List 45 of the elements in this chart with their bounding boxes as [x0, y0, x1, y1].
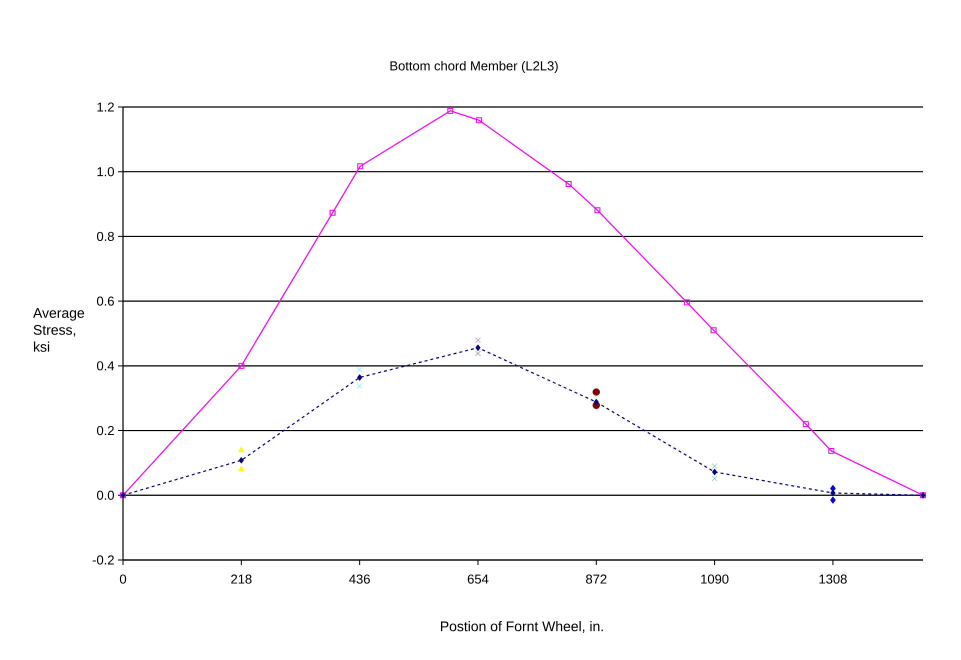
point — [712, 468, 718, 476]
point — [357, 374, 362, 381]
x-tick-label: 0 — [120, 574, 126, 584]
point — [356, 367, 362, 372]
point — [592, 388, 600, 396]
point — [830, 496, 836, 504]
y-tick-label: 0.2 — [96, 426, 114, 436]
x-tick-label: 872 — [586, 574, 606, 584]
point — [330, 210, 336, 216]
point — [475, 338, 481, 343]
point — [475, 344, 480, 351]
y-tick-label: -0.2 — [92, 555, 114, 565]
x-tick-label: 436 — [349, 574, 370, 584]
x-tick-label: 1308 — [819, 574, 847, 584]
y-tick-label: 0.4 — [96, 361, 114, 370]
point — [594, 398, 599, 406]
point — [566, 181, 572, 187]
point — [238, 457, 244, 464]
point — [712, 476, 718, 482]
point — [828, 448, 834, 454]
point — [712, 463, 718, 469]
x-tick-label: 654 — [468, 574, 488, 584]
y-tick-label: 1.0 — [97, 167, 114, 176]
point — [684, 299, 690, 306]
point — [238, 446, 245, 452]
point — [594, 207, 600, 214]
point — [238, 466, 245, 472]
point — [356, 383, 362, 389]
point — [476, 117, 482, 124]
x-axis-title: Postion of Fornt Wheel, in. — [440, 621, 603, 633]
chart-title: Bottom chord Member (L2L3) — [390, 60, 558, 74]
point — [802, 421, 809, 428]
point — [475, 350, 481, 356]
x-tick-label: 218 — [231, 574, 252, 584]
x-tick-label: 1090 — [701, 574, 728, 584]
y-tick-label: 0.8 — [96, 232, 114, 241]
point — [447, 108, 454, 114]
y-tick-label: 1.2 — [97, 102, 114, 112]
point — [357, 163, 364, 170]
point — [238, 362, 244, 369]
y-tick-label: 0.6 — [96, 296, 114, 306]
y-tick-label: 0.0 — [96, 490, 114, 500]
y-axis-title: Average Stress, ksi — [33, 308, 84, 352]
point — [710, 327, 717, 334]
point — [830, 490, 836, 496]
